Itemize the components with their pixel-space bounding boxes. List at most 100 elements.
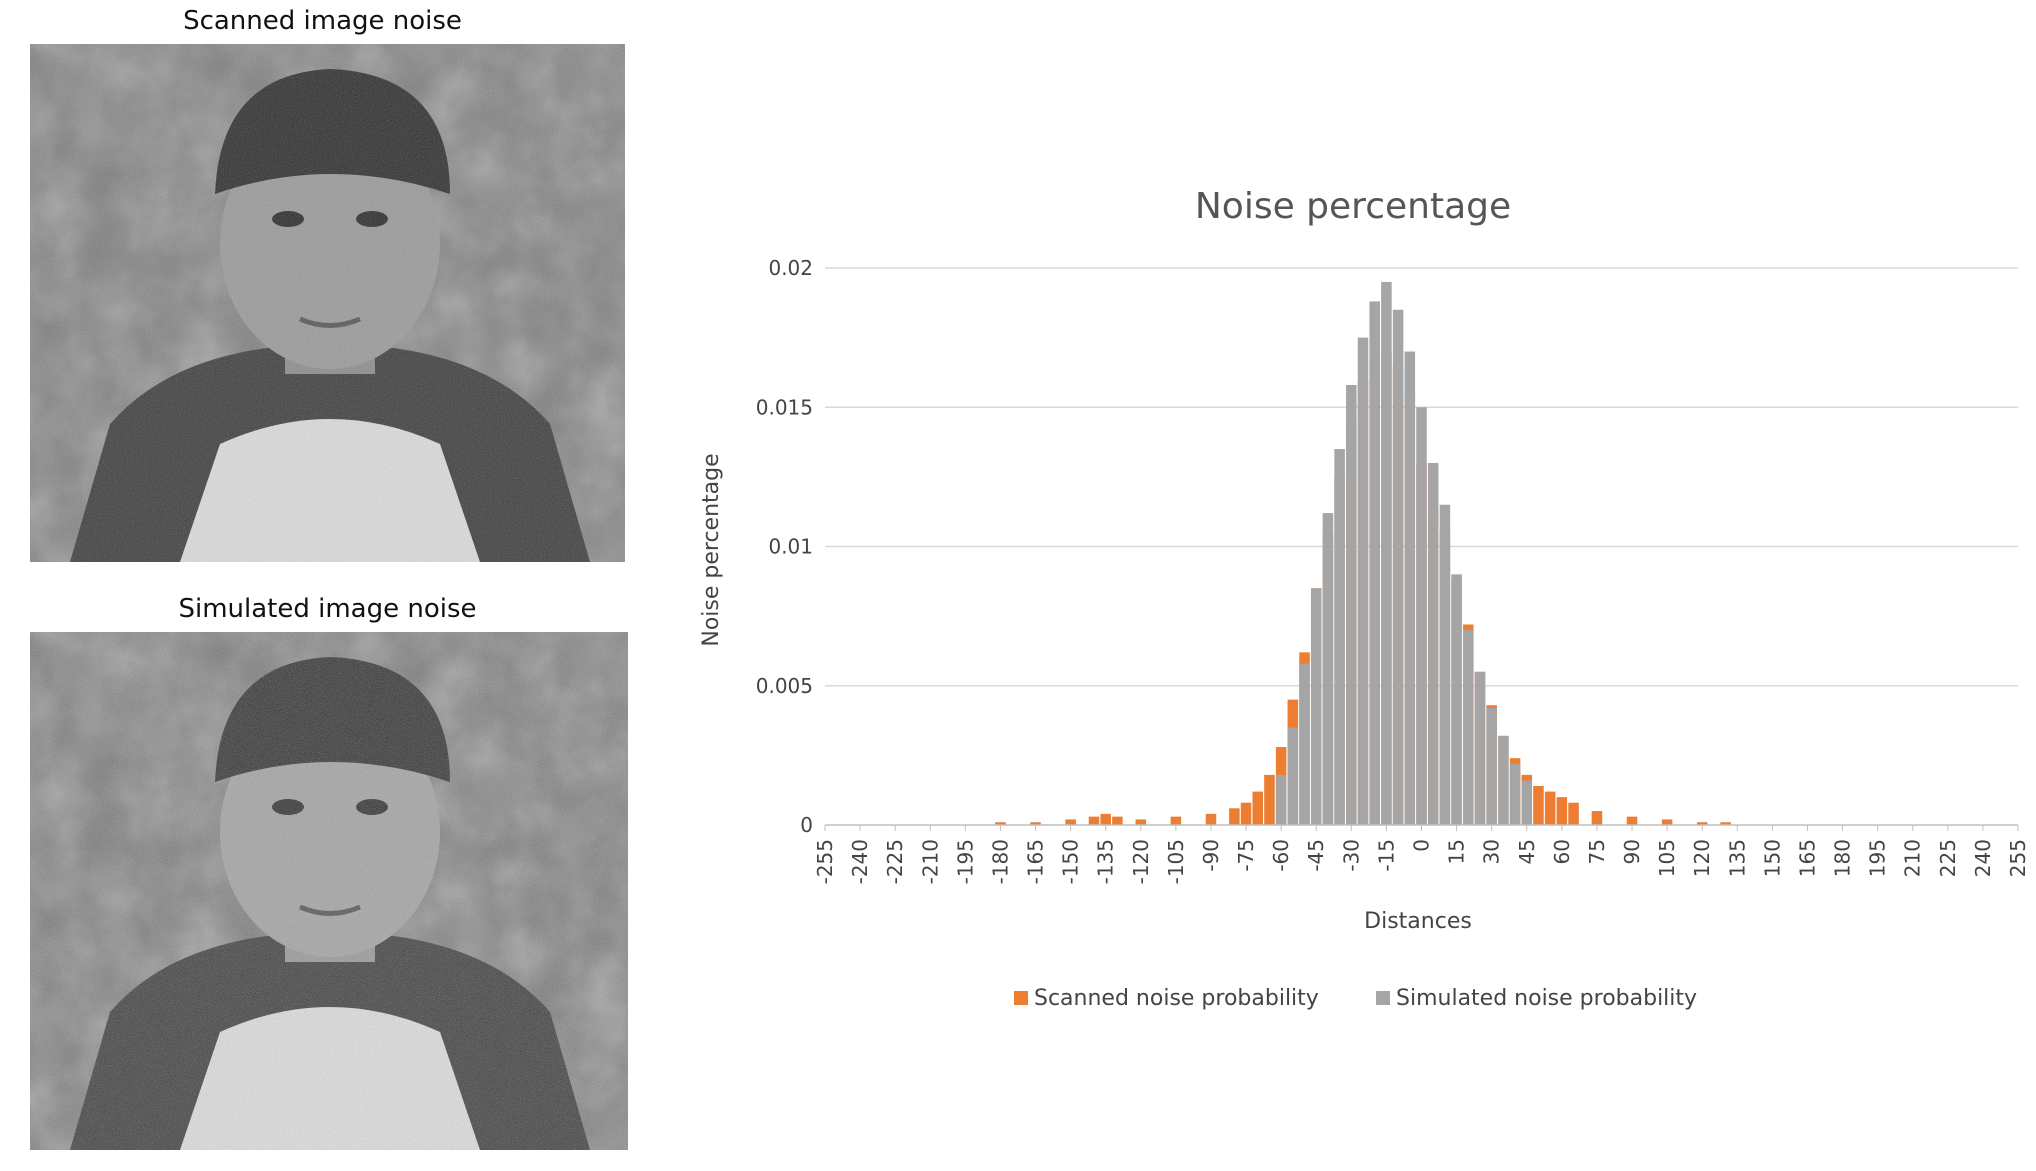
x-tick-label: -165 xyxy=(1024,839,1048,884)
bar-scanned xyxy=(1229,808,1240,825)
simulated-image-photo xyxy=(30,632,628,1150)
bar-simulated xyxy=(1451,574,1462,825)
bar-scanned xyxy=(1170,816,1182,825)
bar-scanned xyxy=(1100,813,1111,825)
x-tick-label: -45 xyxy=(1304,839,1328,872)
x-axis-label: Distances xyxy=(1364,909,1472,934)
x-tick-label: 180 xyxy=(1831,839,1855,877)
x-tick-label: -225 xyxy=(883,839,907,884)
x-tick-label: -150 xyxy=(1059,839,1083,884)
bar-simulated xyxy=(1416,407,1427,825)
x-tick-label: -105 xyxy=(1164,839,1188,884)
x-tick-label: 75 xyxy=(1585,839,1609,864)
x-tick-label: 30 xyxy=(1480,839,1504,864)
y-axis-label: Noise percentage xyxy=(699,453,724,646)
x-tick-label: 240 xyxy=(1971,839,1995,877)
x-tick-label: -30 xyxy=(1339,839,1363,872)
bar-simulated xyxy=(1310,588,1322,825)
bar-scanned xyxy=(1252,791,1264,825)
x-tick-label: -75 xyxy=(1234,839,1258,872)
bar-simulated xyxy=(1521,780,1533,825)
bar-scanned xyxy=(1591,811,1603,825)
bar-simulated xyxy=(1439,504,1451,825)
y-tick-label: 0.02 xyxy=(768,256,813,280)
y-tick-label: 0.005 xyxy=(756,674,813,698)
bar-scanned xyxy=(1544,791,1556,825)
x-tick-label: 210 xyxy=(1901,839,1925,877)
bar-simulated xyxy=(1474,671,1486,825)
bar-scanned xyxy=(995,822,1006,825)
bar-scanned xyxy=(1135,819,1147,825)
bar-simulated xyxy=(1299,663,1310,825)
x-tick-label: 15 xyxy=(1445,839,1469,864)
x-tick-label: -180 xyxy=(988,839,1012,884)
bar-scanned xyxy=(1264,774,1275,825)
x-tick-label: -240 xyxy=(848,839,872,884)
x-tick-label: -210 xyxy=(918,839,942,884)
x-tick-label: -60 xyxy=(1269,839,1293,872)
bars xyxy=(995,281,1731,825)
x-tick-label: -195 xyxy=(953,839,977,884)
bar-scanned xyxy=(1626,816,1638,825)
bar-simulated xyxy=(1287,727,1299,825)
bar-scanned xyxy=(1720,822,1731,825)
x-tick-label: -90 xyxy=(1199,839,1223,872)
x-tick-label: 0 xyxy=(1410,839,1434,852)
bar-simulated xyxy=(1498,735,1509,825)
y-tick-label: 0.015 xyxy=(756,395,813,419)
x-tick-label: 60 xyxy=(1550,839,1574,864)
chart-title: Noise percentage xyxy=(1195,186,1511,227)
x-tick-labels: -255 -240 -225 -210 -195 -180 -165 -150 -135 -120… xyxy=(813,825,2030,884)
bar-simulated xyxy=(1463,630,1474,825)
x-tick-label: -255 xyxy=(813,839,837,884)
x-tick-label: 90 xyxy=(1620,839,1644,864)
x-tick-label: 195 xyxy=(1866,839,1890,877)
y-tick-label: 0.01 xyxy=(768,535,813,559)
bar-scanned xyxy=(1088,816,1100,825)
bar-scanned xyxy=(1661,819,1673,825)
x-tick-label: -120 xyxy=(1129,839,1153,884)
x-tick-label: 45 xyxy=(1515,839,1539,864)
bar-simulated xyxy=(1334,449,1345,825)
bar-simulated xyxy=(1369,301,1380,825)
simulated-image-caption: Simulated image noise xyxy=(178,594,477,624)
bar-simulated xyxy=(1486,708,1497,825)
x-tick-label: 165 xyxy=(1795,839,1819,877)
bar-simulated xyxy=(1381,281,1392,825)
bar-scanned xyxy=(1568,802,1579,825)
bar-scanned xyxy=(1030,822,1041,825)
bar-simulated xyxy=(1404,351,1416,825)
bar-scanned xyxy=(1240,802,1252,825)
legend-label-simulated: Simulated noise probability xyxy=(1396,986,1697,1011)
x-tick-label: -15 xyxy=(1374,839,1398,872)
legend: Scanned noise probability Simulated nois… xyxy=(1014,986,1697,1011)
x-tick-label: 150 xyxy=(1760,839,1784,877)
legend-label-scanned: Scanned noise probability xyxy=(1034,986,1319,1011)
bar-simulated xyxy=(1392,309,1404,825)
bar-simulated xyxy=(1346,384,1357,825)
y-tick-labels: 0 0.005 0.01 0.015 0.02 xyxy=(756,256,813,837)
scanned-image-caption: Scanned image noise xyxy=(183,6,462,36)
x-tick-label: 135 xyxy=(1725,839,1749,877)
bar-simulated xyxy=(1322,513,1334,825)
legend-swatch-simulated xyxy=(1376,991,1390,1005)
bar-scanned xyxy=(1205,813,1217,825)
bar-scanned xyxy=(1696,822,1708,825)
bar-scanned xyxy=(1533,786,1544,825)
x-tick-label: 120 xyxy=(1690,839,1714,877)
scanned-image-photo xyxy=(30,44,625,562)
bar-scanned xyxy=(1065,819,1076,825)
x-tick-label: -135 xyxy=(1094,839,1118,884)
x-tick-label: 225 xyxy=(1936,839,1960,877)
y-tick-label: 0 xyxy=(800,813,813,837)
bar-simulated xyxy=(1275,774,1287,825)
x-tick-label: 105 xyxy=(1655,839,1679,877)
legend-swatch-scanned xyxy=(1014,991,1028,1005)
bar-simulated xyxy=(1357,337,1369,825)
bar-scanned xyxy=(1556,797,1568,825)
bar-simulated xyxy=(1427,462,1439,825)
bar-scanned xyxy=(1112,816,1123,825)
bar-simulated xyxy=(1509,763,1521,825)
x-tick-label: 255 xyxy=(2006,839,2030,877)
